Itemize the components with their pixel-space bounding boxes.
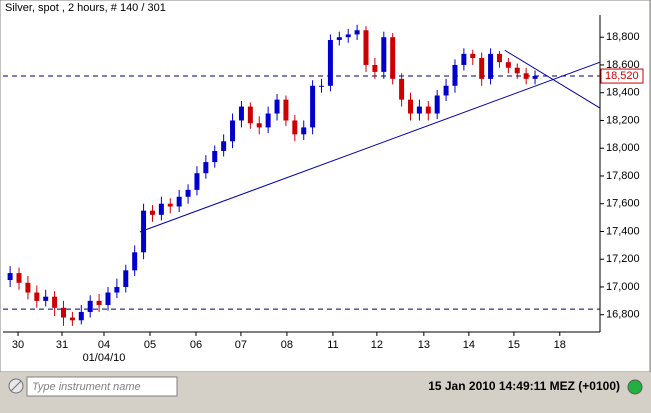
- trendline: [504, 49, 601, 109]
- candle-body: [470, 53, 476, 59]
- candle-body: [158, 203, 164, 215]
- search-icon-slash: [10, 380, 22, 392]
- candle-body: [345, 34, 351, 38]
- y-tick-label: 17,200: [606, 253, 640, 265]
- candle-body: [149, 210, 155, 215]
- x-tick-label: 12: [371, 339, 383, 351]
- candle-body: [479, 58, 485, 79]
- x-tick-label: 14: [463, 339, 475, 351]
- candle-body: [123, 270, 129, 287]
- x-tick-label: 05: [144, 339, 156, 351]
- x-sublabel: 01/04/10: [83, 352, 126, 364]
- candle-body: [105, 292, 111, 306]
- y-tick-label: 18,200: [606, 114, 640, 126]
- search-input[interactable]: [26, 376, 178, 397]
- candle-body: [372, 64, 378, 72]
- candle-body: [61, 307, 67, 318]
- candle-body: [381, 37, 387, 72]
- candle-body: [523, 73, 529, 79]
- candle-body: [238, 106, 244, 121]
- candle-body: [292, 120, 298, 135]
- candle-body: [327, 39, 333, 86]
- x-tick-label: 04: [98, 339, 110, 351]
- current-price-box: [600, 68, 644, 84]
- candle-body: [274, 99, 280, 114]
- x-tick-label: 06: [190, 339, 202, 351]
- current-price-label: 18,520: [605, 70, 639, 82]
- candle-body: [390, 37, 396, 79]
- candle-body: [230, 120, 236, 142]
- candle-body: [96, 300, 102, 306]
- candle-body: [221, 141, 227, 151]
- x-tick-label: 11: [327, 339, 338, 351]
- candle-body: [407, 99, 413, 114]
- x-tick-label: 13: [418, 339, 430, 351]
- candle-body: [443, 85, 449, 96]
- candle-body: [176, 196, 182, 207]
- y-tick-label: 17,400: [606, 225, 640, 237]
- candle-body: [283, 99, 289, 121]
- candle-body: [416, 106, 422, 114]
- x-tick-label: 08: [281, 339, 293, 351]
- candle-body: [43, 296, 49, 301]
- candle-body: [16, 273, 22, 283]
- candle-body: [425, 106, 431, 114]
- candle-body: [256, 123, 262, 128]
- candle-body: [336, 37, 342, 40]
- candle-body: [496, 53, 502, 63]
- x-tick-label: 07: [235, 339, 247, 351]
- candle-body: [265, 113, 271, 128]
- candle-body: [505, 62, 511, 68]
- x-tick-label: 30: [12, 339, 24, 351]
- candle-body: [319, 85, 325, 87]
- candle-body: [452, 64, 458, 86]
- candle-body: [185, 189, 191, 197]
- candle-body: [363, 30, 369, 65]
- candle-body: [167, 203, 173, 207]
- plot: 16,800 17,000 17,200 17,400 17,600 17,800 18,0…: [3, 24, 644, 364]
- candle-body: [87, 300, 93, 312]
- candle-body: [114, 286, 120, 293]
- candle-body: [194, 173, 200, 190]
- y-tick-label: 18,000: [606, 142, 640, 154]
- candle-body: [301, 127, 307, 135]
- candle-body: [203, 162, 209, 174]
- trendline: [139, 61, 601, 233]
- y-tick-label: 18,400: [606, 87, 640, 99]
- x-tick-label: 31: [56, 339, 68, 351]
- candle-body: [7, 273, 13, 281]
- candle-body: [461, 53, 467, 65]
- status-light: [627, 379, 643, 395]
- candle-body: [78, 311, 84, 321]
- candle-body: [532, 76, 538, 79]
- y-tick-label: 17,000: [606, 281, 640, 293]
- y-tick-label: 18,800: [606, 31, 640, 43]
- y-tick-label: 17,600: [606, 198, 640, 210]
- candle-body: [132, 252, 138, 271]
- candle-body: [354, 30, 360, 35]
- chart-frame: [0, 0, 651, 373]
- candle-body: [399, 78, 405, 100]
- candle-body: [141, 210, 147, 253]
- candle-body: [212, 150, 218, 163]
- candle-body: [488, 53, 494, 79]
- x-tick-label: 18: [554, 339, 566, 351]
- y-tick-label: 18,600: [606, 59, 640, 71]
- candle-body: [69, 317, 75, 321]
- chart-title: Silver, spot , 2 hours, # 140 / 301: [5, 2, 166, 14]
- candle-body: [52, 296, 58, 308]
- candle-body: [34, 292, 40, 301]
- candle-body: [514, 67, 520, 74]
- x-tick-label: 15: [508, 339, 520, 351]
- candle-body: [25, 282, 31, 293]
- candle-body: [310, 85, 316, 128]
- timestamp: 15 Jan 2010 14:49:11 MEZ (+0100): [428, 379, 620, 393]
- search-placeholder: Type instrument name: [32, 381, 141, 393]
- y-tick-label: 16,800: [606, 309, 640, 321]
- candle-body: [247, 106, 253, 124]
- y-tick-label: 17,800: [606, 170, 640, 182]
- candle-body: [434, 95, 440, 114]
